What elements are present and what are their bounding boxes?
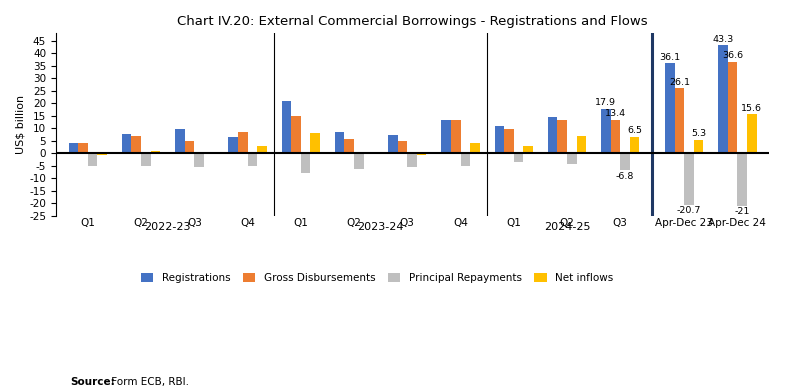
Bar [257,146,266,153]
Bar [79,143,88,153]
Bar [229,137,238,153]
Bar [665,63,674,153]
Text: 26.1: 26.1 [669,77,690,86]
Bar [601,109,611,153]
Text: 43.3: 43.3 [712,34,733,43]
Text: 15.6: 15.6 [741,104,762,113]
Bar [461,153,470,166]
Bar [238,132,248,153]
Bar [523,146,533,153]
Bar [737,153,747,206]
Bar [674,88,684,153]
Bar [470,143,479,153]
Bar [694,140,703,153]
Text: 36.6: 36.6 [722,51,744,60]
Bar [451,120,461,153]
Text: Source:: Source: [71,377,116,387]
Text: -6.8: -6.8 [616,172,634,181]
Bar [301,153,310,173]
Bar [354,153,364,169]
Bar [292,115,301,153]
Bar [194,153,204,167]
Bar [620,153,630,170]
Bar [310,133,320,153]
Bar [97,153,107,155]
Text: 17.9: 17.9 [595,98,616,107]
Text: 2023-24: 2023-24 [358,222,404,232]
Bar [684,153,694,205]
Y-axis label: US$ billion: US$ billion [15,95,25,154]
Bar [504,129,514,153]
Bar [548,117,557,153]
Text: 13.4: 13.4 [605,109,626,118]
Bar [630,137,640,153]
Text: 6.5: 6.5 [627,126,642,136]
Text: 36.1: 36.1 [659,52,681,61]
Bar [567,153,577,165]
Bar [494,126,504,153]
Bar [122,135,131,153]
Text: 5.3: 5.3 [691,129,706,138]
Bar [151,151,160,153]
Text: -20.7: -20.7 [677,206,701,215]
Text: Form ECB, RBI.: Form ECB, RBI. [108,377,189,387]
Bar [141,153,151,166]
Bar [131,136,141,153]
Bar [398,141,407,153]
Text: 2022-23: 2022-23 [145,222,191,232]
Bar [747,114,757,153]
Bar [718,45,728,153]
Bar [417,153,427,155]
Bar [68,143,79,153]
Bar [557,120,567,153]
Bar [728,62,737,153]
Bar [335,132,344,153]
Bar [364,153,373,154]
Bar [344,139,354,153]
Bar [514,153,523,162]
Bar [204,153,214,154]
Bar [577,136,586,153]
Bar [175,129,185,153]
Text: -21: -21 [734,207,750,216]
Bar [248,153,257,166]
Title: Chart IV.20: External Commercial Borrowings - Registrations and Flows: Chart IV.20: External Commercial Borrowi… [178,15,648,28]
Bar [281,101,292,153]
Bar [185,141,194,153]
Bar [388,135,398,153]
Bar [611,120,620,153]
Bar [88,153,97,166]
Bar [407,153,417,167]
Bar [442,120,451,153]
Legend: Registrations, Gross Disbursements, Principal Repayments, Net inflows: Registrations, Gross Disbursements, Prin… [137,269,617,287]
Text: 2024-25: 2024-25 [544,222,590,232]
